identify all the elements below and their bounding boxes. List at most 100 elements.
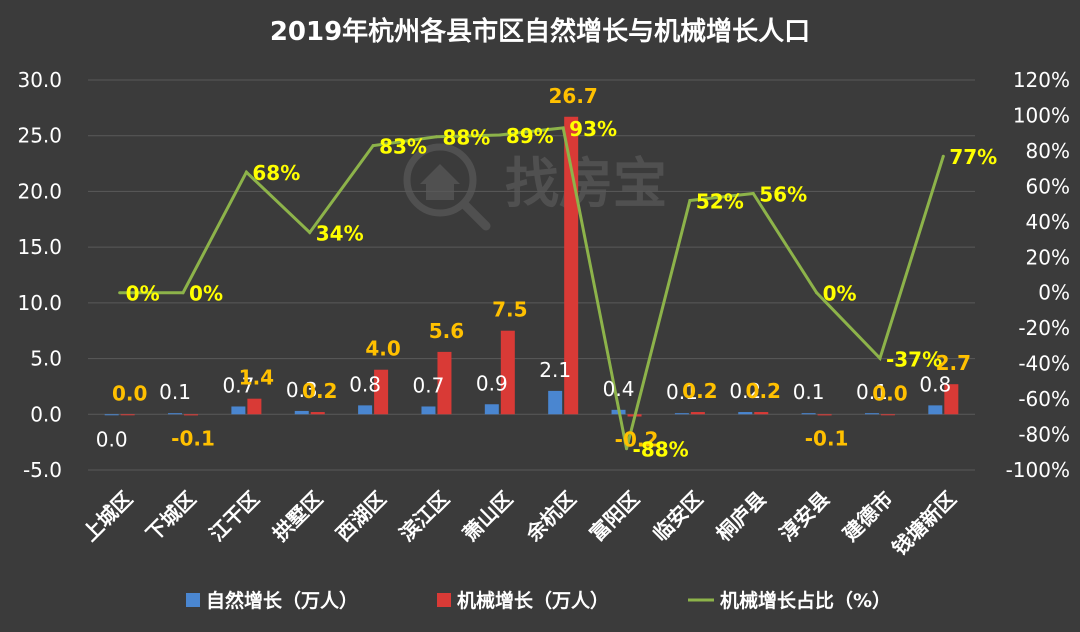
right-tick-label: 40%: [1026, 210, 1070, 234]
share-label: 89%: [506, 124, 554, 148]
natural-growth-label: 0.7: [413, 373, 445, 397]
mechanical-growth-bar: [120, 414, 135, 416]
share-label: 0%: [823, 282, 857, 306]
watermark-text: 找房宝: [505, 152, 667, 215]
category-label: 淳安县: [775, 487, 834, 546]
left-tick-label: 30.0: [17, 68, 62, 92]
left-tick-label: -5.0: [23, 458, 62, 482]
category-label: 建德市: [838, 487, 897, 546]
category-label: 桐庐县: [711, 487, 770, 546]
right-tick-label: -60%: [1018, 387, 1070, 411]
right-tick-label: -20%: [1018, 316, 1070, 340]
data-labels: 0.00.00%0.1-0.10%0.71.468%0.30.234%0.84.…: [96, 84, 997, 462]
watermark: 找房宝: [403, 143, 667, 231]
share-point: [308, 230, 312, 234]
share-label: 88%: [442, 126, 490, 150]
right-tick-label: 100%: [1013, 103, 1070, 127]
share-label: 0%: [189, 282, 223, 306]
left-tick-label: 5.0: [30, 347, 62, 371]
share-point: [434, 135, 438, 139]
mechanical-growth-label: 7.5: [492, 298, 527, 322]
mechanical-growth-label: 4.0: [365, 337, 400, 361]
chart-title: 2019年杭州各县市区自然增长与机械增长人口: [270, 16, 810, 47]
share-point: [625, 447, 629, 451]
mechanical-growth-bar: [310, 412, 325, 415]
legend-swatch: [437, 593, 451, 607]
natural-growth-bar: [168, 413, 183, 415]
mechanical-growth-bar: [374, 369, 389, 415]
category-label: 西湖区: [331, 487, 390, 546]
natural-growth-bar: [738, 412, 753, 415]
mechanical-growth-label: 1.4: [239, 366, 274, 390]
left-tick-label: 0.0: [30, 402, 62, 426]
left-tick-label: 20.0: [17, 179, 62, 203]
share-point: [878, 356, 882, 360]
left-tick-label: 25.0: [17, 124, 62, 148]
natural-growth-label: 0.0: [96, 427, 128, 451]
natural-growth-bar: [231, 406, 246, 415]
mechanical-growth-bar: [247, 398, 262, 415]
mechanical-growth-bar: [944, 384, 959, 415]
natural-growth-bar: [358, 405, 373, 415]
left-tick-label: 15.0: [17, 235, 62, 259]
natural-growth-bar: [864, 413, 879, 415]
share-point: [561, 126, 565, 130]
share-point: [941, 154, 945, 158]
category-label: 临安区: [648, 487, 707, 546]
natural-growth-label: 0.7: [222, 373, 254, 397]
category-axis: 上城区 下城区 江干区 拱墅区 西湖区 滨江区 萧山区 余杭区 富阳区 临安区 桐庐县 淳安县 建德市钱…: [78, 487, 961, 561]
category-label: 滨江区: [395, 487, 454, 546]
natural-growth-label: 0.2: [729, 379, 761, 403]
legend-swatch: [186, 593, 200, 607]
mechanical-growth-label: 0.0: [872, 381, 907, 405]
share-label: 56%: [759, 182, 807, 206]
mechanical-growth-bar: [817, 414, 832, 416]
natural-growth-bar: [548, 390, 563, 415]
share-label: 83%: [379, 135, 427, 159]
share-point: [498, 133, 502, 137]
category-label: 富阳区: [585, 487, 644, 546]
mechanical-growth-bar: [880, 414, 895, 416]
natural-growth-bar: [421, 406, 436, 415]
share-point: [244, 170, 248, 174]
natural-growth-bar: [801, 413, 816, 415]
natural-growth-label: 0.9: [476, 371, 508, 395]
share-point: [751, 191, 755, 195]
legend: 自然增长（万人） 机械增长（万人） 机械增长占比（%）: [186, 589, 891, 612]
share-point: [181, 291, 185, 295]
house-magnifier-icon: [403, 143, 491, 231]
mechanical-growth-label: 0.2: [302, 379, 337, 403]
legend-label: 机械增长（万人）: [457, 589, 609, 612]
mechanical-growth-label: 26.7: [548, 84, 597, 108]
mechanical-growth-label: -0.2: [615, 428, 659, 452]
natural-growth-label: 0.8: [919, 372, 951, 396]
mechanical-growth-label: 0.2: [682, 379, 717, 403]
share-point: [118, 291, 122, 295]
mechanical-growth-bar: [437, 351, 452, 415]
natural-growth-label: 0.3: [286, 378, 318, 402]
right-tick-label: 80%: [1026, 139, 1070, 163]
category-label: 余杭区: [521, 487, 581, 547]
mechanical-growth-bar: [184, 414, 199, 416]
right-tick-label: -80%: [1018, 423, 1070, 447]
share-label: 68%: [252, 161, 300, 185]
natural-growth-bar: [104, 414, 119, 416]
left-tick-label: 10.0: [17, 291, 62, 315]
category-label: 江干区: [205, 487, 264, 546]
share-label: 77%: [949, 145, 997, 169]
legend-label: 自然增长（万人）: [206, 589, 358, 612]
mechanical-growth-label: 2.7: [936, 351, 971, 375]
share-label: -88%: [633, 438, 689, 462]
mechanical-growth-label: 0.2: [746, 379, 781, 403]
category-label: 钱塘新区: [887, 487, 961, 561]
mechanical-growth-label: -0.1: [805, 426, 849, 450]
natural-growth-label: 0.4: [603, 377, 635, 401]
line-series: [118, 126, 945, 451]
share-line: [119, 126, 945, 450]
mechanical-growth-bar: [690, 412, 705, 415]
right-y-axis: -100% -80% -60% -40% -20% 0% 20% 40% 60% 80% 100% 1…: [1006, 68, 1070, 482]
natural-growth-label: 2.1: [539, 358, 571, 382]
category-label: 拱墅区: [268, 487, 327, 546]
